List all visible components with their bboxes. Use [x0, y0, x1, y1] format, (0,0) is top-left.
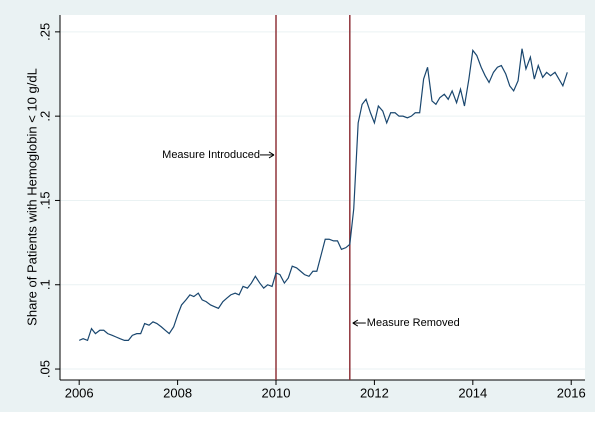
y-tick-label: .05: [37, 360, 52, 378]
y-axis-title: Share of Patients with Hemoglobin < 10 g…: [24, 68, 39, 326]
annotation-arrowhead: [268, 151, 275, 159]
y-tick-label: .25: [37, 23, 52, 41]
x-tick-label: 2016: [557, 385, 586, 400]
y-tick-label: .15: [37, 191, 52, 209]
x-tick-label: 2006: [65, 385, 94, 400]
x-tick-label: 2008: [163, 385, 192, 400]
annotation: Measure Removed: [367, 317, 460, 329]
x-tick-label: 2014: [458, 385, 487, 400]
y-tick-label: .1: [37, 279, 52, 290]
annotation: Measure Introduced: [162, 149, 260, 161]
x-tick-label: 2012: [360, 385, 389, 400]
annotation-arrowhead: [352, 319, 359, 327]
data-line: [78, 48, 568, 342]
plot-region: [60, 15, 585, 380]
y-tick-label: .2: [37, 111, 52, 122]
x-tick-label: 2010: [262, 385, 291, 400]
